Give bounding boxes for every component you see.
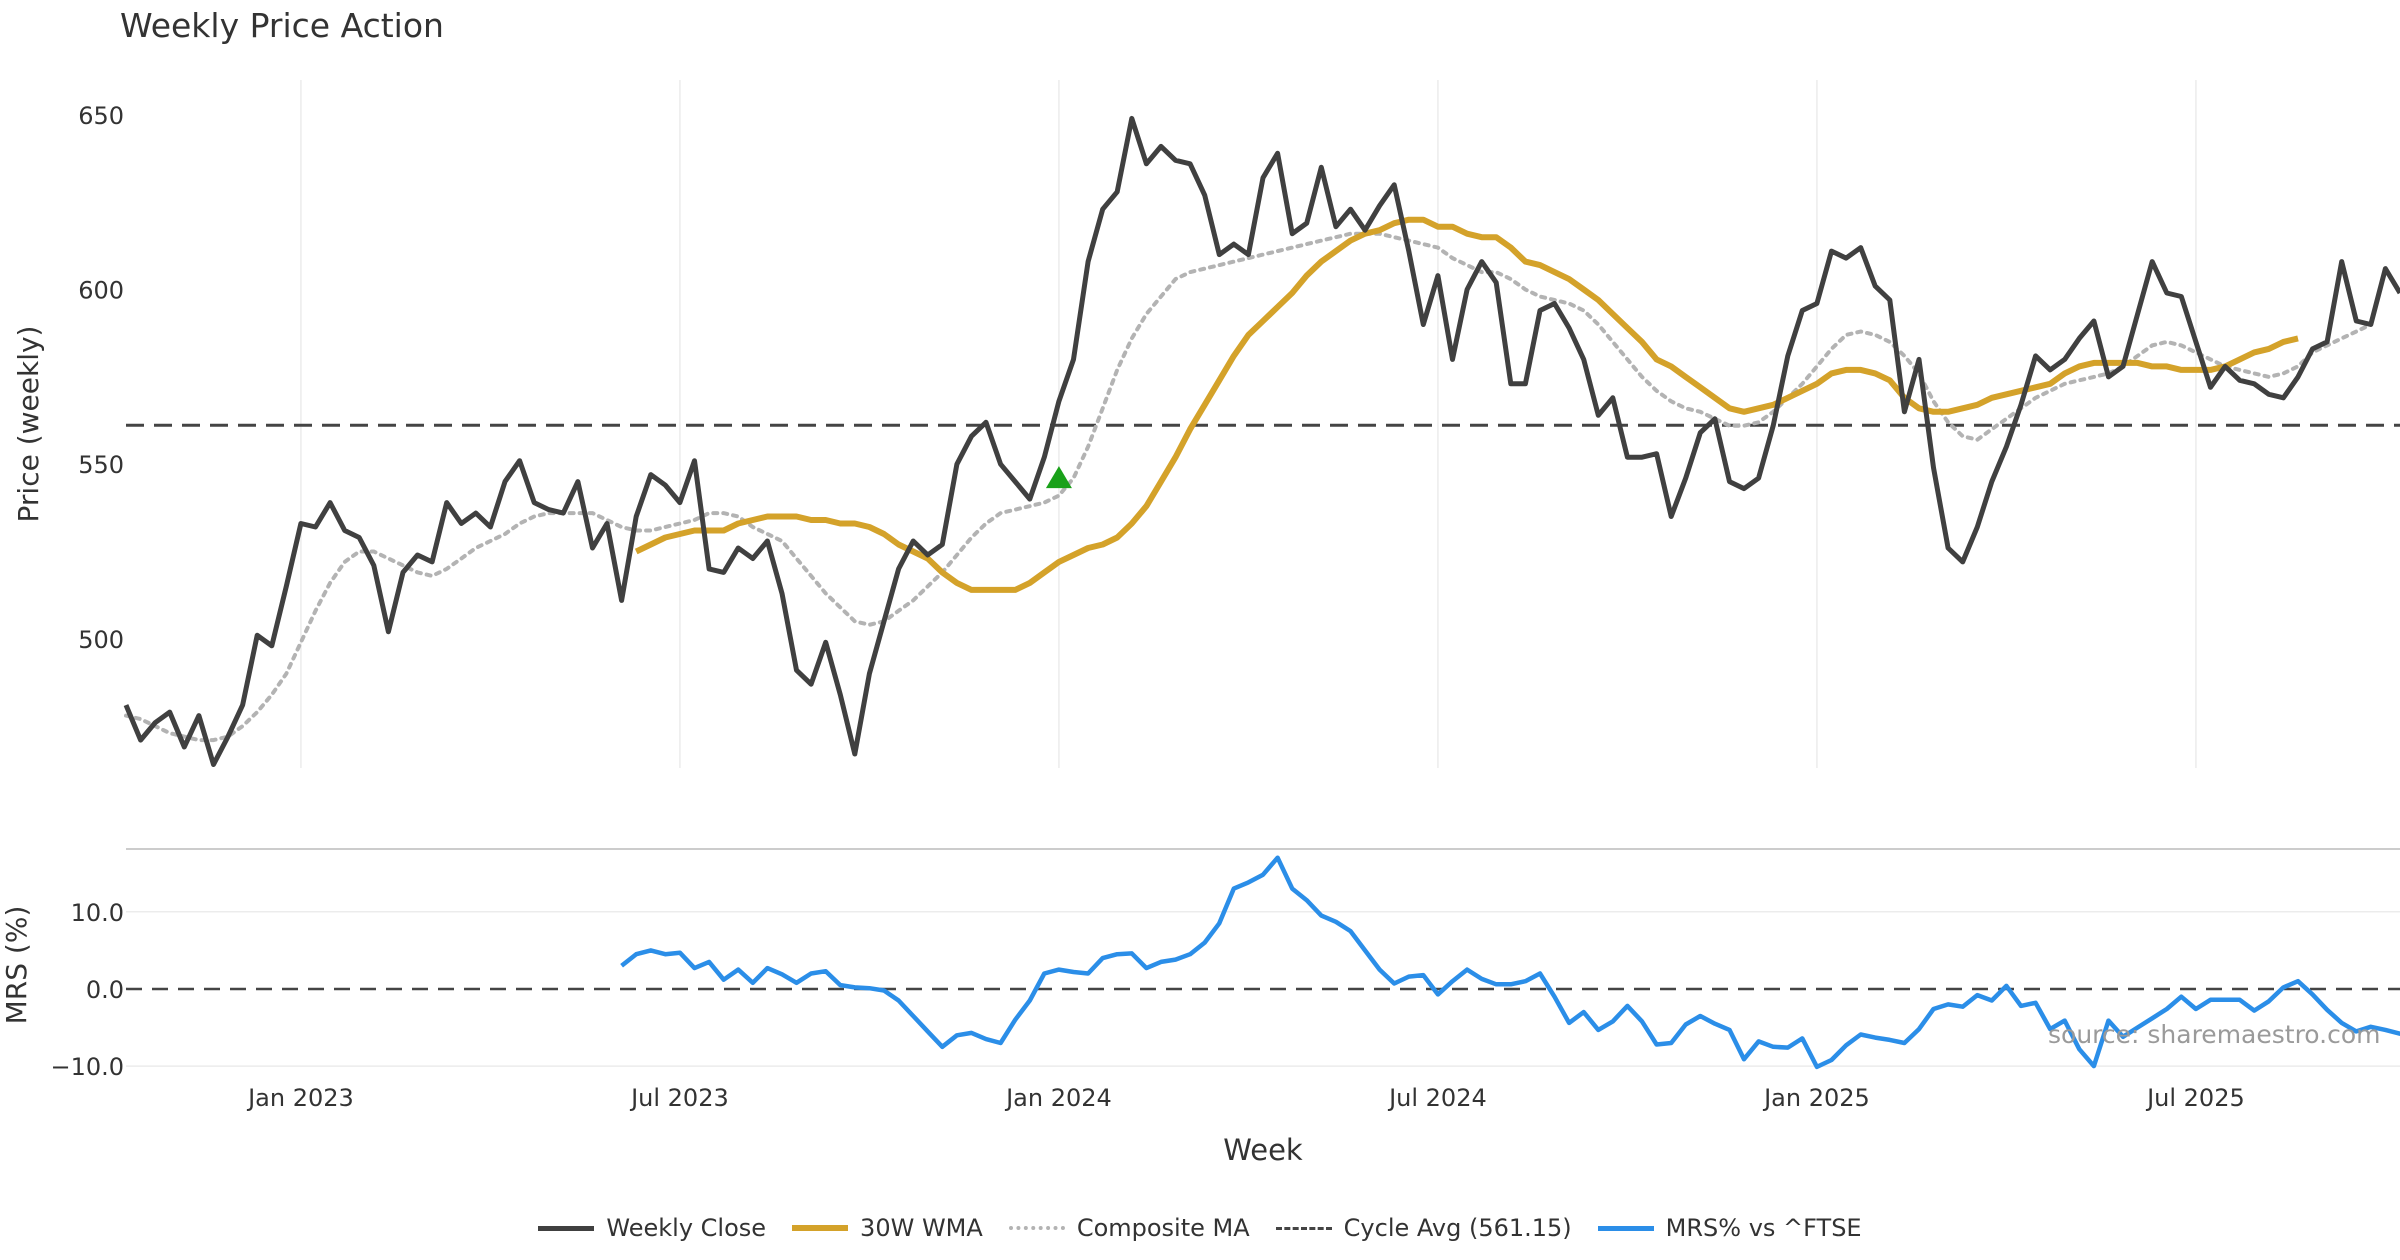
composite-ma-line [124,231,2373,743]
price-y-tick-label: 550 [78,451,124,479]
x-tick-label: Jan 2025 [1762,1084,1870,1112]
source-watermark: source: sharemaestro.com [2048,1020,2381,1049]
x-tick-label: Jul 2025 [2145,1084,2245,1112]
legend-swatch-composite-ma [1008,1226,1065,1230]
legend-item-mrs[interactable]: MRS% vs ^FTSE [1597,1214,1862,1242]
legend-swatch-cycle-avg [1275,1226,1332,1230]
buy-signal-marker [1045,466,1072,489]
legend-item-weekly-close[interactable]: Weekly Close [538,1214,766,1242]
weekly-close-line [123,115,2400,767]
price-y-tick-label: 500 [78,626,124,654]
price-y-axis-label: Price (weekly) [12,326,45,523]
mrs-line [620,855,2400,1070]
x-tick-label: Jan 2023 [246,1084,354,1112]
legend-label-cycle-avg: Cycle Avg (561.15) [1343,1214,1572,1242]
legend-swatch-weekly-close [538,1225,595,1231]
mrs-y-tick-label: 0.0 [86,976,124,1004]
chart-title: Weekly Price Action [120,6,444,45]
price-series-group [123,115,2400,767]
x-tick-label: Jul 2023 [629,1084,729,1112]
legend-swatch-30w-wma [792,1225,849,1231]
x-axis-label: Week [1223,1133,1303,1167]
legend-item-30w-wma[interactable]: 30W WMA [792,1214,983,1242]
mrs-y-axis-label: MRS (%) [0,906,33,1025]
legend-label-30w-wma: 30W WMA [860,1214,983,1242]
legend-label-composite-ma: Composite MA [1076,1214,1250,1242]
legend-swatch-mrs [1597,1225,1654,1231]
mrs-y-tick-label: −10.0 [50,1053,124,1081]
mrs-y-tick-label: 10.0 [71,899,124,927]
legend-item-composite-ma[interactable]: Composite MA [1008,1214,1250,1242]
legend-item-cycle-avg[interactable]: Cycle Avg (561.15) [1275,1214,1572,1242]
legend-label-weekly-close: Weekly Close [606,1214,767,1242]
x-tick-label: Jul 2024 [1387,1084,1487,1112]
legend-label-mrs: MRS% vs ^FTSE [1665,1214,1862,1242]
price-y-tick-label: 600 [78,277,124,305]
chart-legend: Weekly Close 30W WMA Composite MA Cycle … [0,1214,2400,1242]
x-tick-label: Jan 2024 [1004,1084,1112,1112]
wma-30w-line [634,216,2299,593]
price-y-tick-label: 650 [78,102,124,130]
